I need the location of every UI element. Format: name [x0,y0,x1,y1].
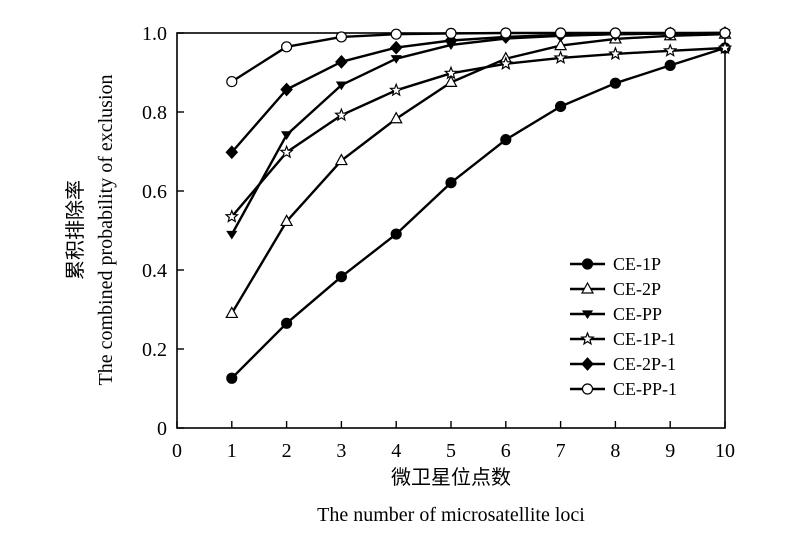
data-point-ce-2p [334,153,348,166]
legend-label: CE-2P-1 [613,354,676,374]
y-tick-label: 0 [157,418,167,440]
series-ce-2p-1 [225,26,732,160]
data-point-ce-pp-1 [500,27,512,39]
data-point-ce-1p [281,317,293,329]
axes: 0 1 2 3 4 5 6 7 8 9 10 0 0.2 0.4 0.6 0.8 1.0 [142,23,735,462]
legend-marker-ce-1p-1 [580,331,595,346]
y-tick-label: 1.0 [142,23,167,45]
series-ce-pp-1 [226,27,731,88]
data-point-ce-1p [445,177,457,189]
legend-marker-ce-2p-1 [581,357,594,371]
data-point-ce-2p [280,214,294,227]
y-tick-label: 0.2 [142,339,167,361]
series-layer [224,26,733,384]
x-axis-title: 微卫星位点数 [391,466,511,489]
data-point-ce-2p-1 [389,40,403,55]
x-tick-label: 0 [172,440,182,462]
y-tick-label: 0.6 [142,181,167,203]
data-point-ce-1p-1 [443,65,459,80]
data-point-ce-1p-1 [608,46,623,61]
data-point-ce-pp [281,131,293,141]
data-point-ce-1p [664,59,676,71]
legend-item-ce-1p: CE-1P [570,254,661,274]
series-ce-pp [226,29,731,240]
series-line-ce-pp-1 [231,31,725,83]
data-point-ce-2p [389,111,403,124]
legend-label: CE-1P [613,254,661,274]
data-point-ce-pp [335,81,347,91]
data-point-ce-1p-1 [388,82,404,97]
series-ce-1p-1 [224,40,733,223]
x-tick-label: 2 [282,440,292,462]
x-tick-label: 7 [556,440,566,462]
legend-item-ce-pp: CE-PP [570,304,662,324]
data-point-ce-1p [609,77,622,89]
legend-label: CE-2P [613,279,661,299]
x-tick-label: 6 [501,440,511,462]
legend: CE-1P CE-2P CE-PP CE-1P-1 CE-2P-1 CE-PP-1 [570,254,677,399]
data-point-ce-2p [554,38,568,51]
x-tick-label: 8 [610,440,620,462]
y-axis-title: 累积排除率 [64,180,87,280]
series-line-ce-1p-1 [230,46,726,218]
x-tick-label: 1 [227,440,237,462]
data-point-ce-pp-1 [335,31,347,43]
data-point-ce-2p-1 [335,54,348,69]
data-point-ce-pp-1 [390,28,402,40]
data-point-ce-1p [335,271,347,283]
data-point-ce-2p-1 [225,145,239,160]
x-axis-title-en: The number of microsatellite loci [317,504,585,526]
data-point-ce-1p-1 [553,50,568,65]
x-tick-label: 10 [715,440,735,462]
y-tick-label: 0.4 [142,260,167,282]
data-point-ce-1p-1 [334,107,349,122]
data-point-ce-2p-1 [280,82,293,97]
data-point-ce-1p-1 [498,56,514,71]
legend-item-ce-pp-1: CE-PP-1 [570,379,677,399]
series-line-ce-1p [230,46,726,380]
data-point-ce-1p [500,134,512,146]
x-tick-label: 9 [665,440,675,462]
legend-marker-ce-1p [581,258,594,270]
y-axis-title-en: The combined probability of exclusion [95,74,117,385]
data-point-ce-1p-1 [279,144,294,159]
series-line-ce-2p [230,33,726,315]
data-point-ce-pp-1 [609,27,622,39]
data-point-ce-pp-1 [445,27,457,39]
data-point-ce-pp-1 [281,41,293,53]
data-point-ce-pp-1 [554,27,567,39]
legend-item-ce-2p: CE-2P [570,279,661,299]
data-point-ce-1p-1 [224,209,240,223]
x-tick-label: 3 [336,440,346,462]
legend-item-ce-1p-1: CE-1P-1 [570,329,676,349]
x-tick-label: 4 [391,440,401,462]
data-point-ce-2p [225,306,239,319]
data-point-ce-pp-1 [719,27,731,39]
data-point-ce-1p-1 [662,43,678,57]
data-point-ce-1p-1 [717,40,733,55]
data-point-ce-pp [226,230,238,240]
legend-marker-ce-2p [580,281,595,294]
legend-label: CE-1P-1 [613,329,676,349]
legend-marker-ce-pp [581,310,594,320]
data-point-ce-1p [226,372,238,384]
series-line-ce-pp [230,31,726,236]
data-point-ce-2p [444,75,458,87]
x-tick-label: 5 [446,440,456,462]
legend-label: CE-PP-1 [613,379,677,399]
y-tick-label: 0.8 [142,102,167,124]
data-point-ce-pp-1 [664,27,676,39]
data-point-ce-1p [390,228,402,240]
data-point-ce-pp-1 [226,75,238,88]
legend-label: CE-PP [613,304,662,324]
data-point-ce-pp [390,55,402,64]
legend-marker-ce-pp-1 [581,383,594,395]
legend-item-ce-2p-1: CE-2P-1 [570,354,676,374]
data-point-ce-1p [554,100,567,113]
